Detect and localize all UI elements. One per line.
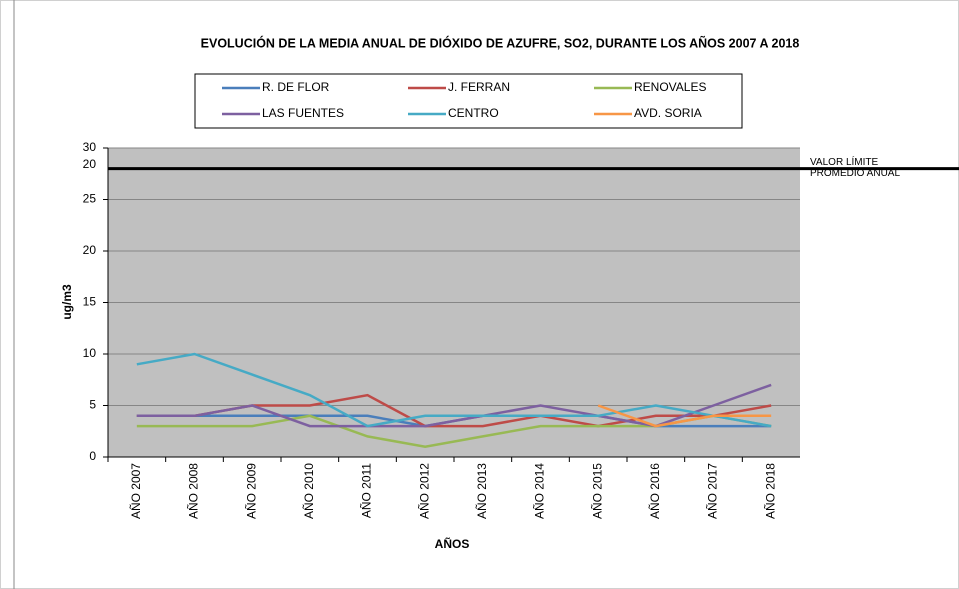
- x-tick-label: AÑO 2012: [417, 463, 431, 519]
- x-tick-label: AÑO 2017: [706, 463, 720, 519]
- legend-label: R. DE FLOR: [262, 80, 330, 94]
- y-tick-label: 30: [83, 140, 97, 154]
- series-line: [136, 352, 772, 428]
- y-axis-label: ug/m3: [60, 284, 74, 320]
- legend-label: J. FERRAN: [448, 80, 510, 94]
- x-tick-label: AÑO 2011: [360, 463, 374, 518]
- limit-level-label: 20: [83, 157, 97, 171]
- y-tick-label: 15: [83, 295, 97, 309]
- x-tick-label: AÑO 2009: [244, 463, 258, 519]
- x-tick-label: AÑO 2010: [302, 463, 316, 519]
- legend-box: [194, 73, 743, 129]
- y-tick-label: 10: [83, 346, 97, 360]
- x-tick-label: AÑO 2014: [533, 463, 547, 519]
- series-line: [136, 383, 772, 428]
- chart-title: EVOLUCIÓN DE LA MEDIA ANUAL DE DIÓXIDO D…: [201, 35, 800, 50]
- x-tick-label: AÑO 2008: [187, 463, 201, 519]
- y-tick-label: 25: [83, 192, 97, 206]
- y-tick-label: 0: [89, 449, 96, 463]
- x-axis-label: AÑOS: [435, 536, 470, 551]
- series-line: [597, 404, 772, 428]
- legend-label: RENOVALES: [634, 80, 706, 94]
- x-tick-label: AÑO 2016: [648, 463, 662, 519]
- x-tick-label: AÑO 2015: [590, 463, 604, 519]
- limit-text: VALOR LÍMITE: [810, 155, 878, 168]
- x-tick-label: AÑO 2018: [763, 463, 777, 519]
- x-tick-label: AÑO 2013: [475, 463, 489, 519]
- legend-label: CENTRO: [448, 106, 499, 120]
- y-tick-label: 20: [83, 243, 97, 257]
- limit-text: PROMEDIO ANUAL: [810, 168, 900, 179]
- x-tick-label: AÑO 2007: [129, 463, 143, 519]
- legend-label: AVD. SORIA: [634, 106, 702, 120]
- y-tick-label: 5: [89, 398, 96, 412]
- legend-label: LAS FUENTES: [262, 106, 344, 120]
